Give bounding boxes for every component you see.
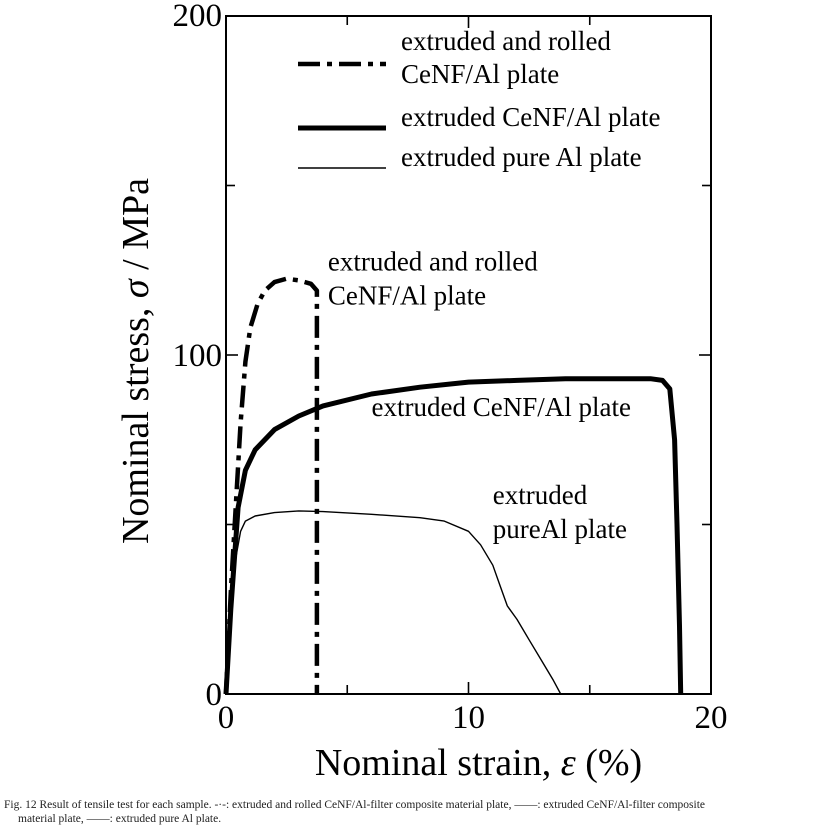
figure-caption: Fig. 12 Result of tensile test for each … — [4, 798, 834, 826]
y-tick-label: 0 — [206, 677, 223, 713]
x-axis-title-unit: (%) — [576, 742, 642, 784]
x-axis-title-text: Nominal strain, — [315, 742, 561, 784]
curve-annotation-1: extruded and rolled CeNF/Al plate — [328, 246, 538, 310]
annotation-line: extruded — [493, 480, 588, 510]
y-axis-title-unit: / MPa — [115, 178, 157, 279]
annotation-line: CeNF/Al plate — [328, 280, 486, 310]
caption-line-2: material plate, ——: extruded pure Al pla… — [18, 813, 222, 825]
caption-line-1: Fig. 12 Result of tensile test for each … — [4, 799, 706, 811]
y-tick-label: 100 — [173, 338, 223, 374]
y-axis-title-text: Nominal stress, — [115, 298, 157, 544]
x-axis-title-symbol: ε — [561, 742, 576, 784]
series-line-1 — [223, 276, 320, 695]
series-layer — [223, 276, 684, 695]
annotation-line: pureAl plate — [493, 514, 627, 544]
x-axis-title: Nominal strain, ε (%) — [315, 742, 642, 784]
y-axis-title: Nominal stress, σ / MPa — [115, 178, 157, 544]
series-line-3 — [225, 510, 562, 695]
y-tick-label: 200 — [173, 0, 223, 34]
legend-label-line: CeNF/Al plate — [401, 59, 559, 89]
legend-label-2: extruded CeNF/Al plate — [401, 102, 660, 132]
x-tick-label: 10 — [452, 700, 485, 736]
legend-label-1: extruded and rolled CeNF/Al plate — [401, 26, 611, 89]
x-tick-label: 20 — [695, 700, 728, 736]
axis-ticks — [226, 16, 711, 694]
series-line-2 — [223, 376, 684, 695]
legend-label-3: extruded pure Al plate — [401, 142, 642, 172]
legend: extruded and rolled CeNF/Al plateextruded… — [298, 26, 660, 172]
legend-label-line: extruded pure Al plate — [401, 142, 642, 172]
annotation-line: extruded CeNF/Al plate — [372, 392, 631, 422]
annotation-layer: extruded and rolled CeNF/Al plateextruded… — [328, 246, 631, 544]
x-tick-label: 0 — [218, 700, 235, 736]
curve-annotation-2: extruded CeNF/Al plate — [372, 392, 631, 422]
legend-label-line: extruded and rolled — [401, 26, 611, 56]
annotation-line: extruded and rolled — [328, 246, 538, 276]
curve-annotation-3: extruded pureAl plate — [493, 480, 627, 544]
y-axis-title-symbol: σ — [115, 278, 157, 298]
legend-label-line: extruded CeNF/Al plate — [401, 102, 660, 132]
